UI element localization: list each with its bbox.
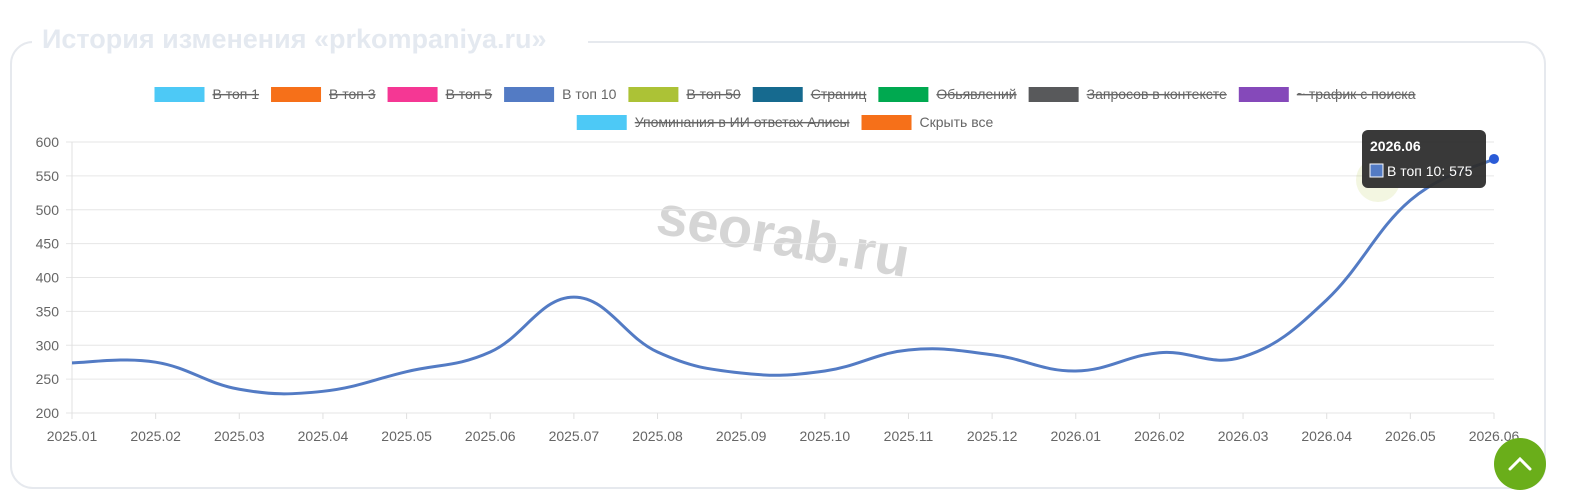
x-tick-label: 2025.08 (632, 428, 683, 444)
legend-label: В топ 50 (686, 86, 741, 102)
series-line (71, 157, 1495, 396)
legend-label: В топ 10 (562, 86, 617, 102)
y-tick-label: 350 (36, 303, 60, 319)
legend-item[interactable]: Страниц (752, 86, 867, 102)
y-tick-label: 450 (36, 236, 60, 252)
y-tick-label: 600 (36, 134, 60, 150)
chart-title: История изменения «prkompaniya.ru» (42, 24, 547, 54)
x-tick-label: 2026.01 (1050, 428, 1101, 444)
legend-item[interactable]: В топ 5 (387, 86, 493, 102)
legend-swatch (861, 115, 912, 130)
tooltip (1362, 130, 1486, 188)
legend-item[interactable]: Обьявлений (878, 86, 1017, 102)
legend-item[interactable]: ~ трафик с поиска (1238, 86, 1416, 102)
x-tick-label: 2025.02 (130, 428, 181, 444)
x-tick-label: 2026.04 (1301, 428, 1352, 444)
y-tick-label: 500 (36, 202, 60, 218)
legend-item[interactable]: В топ 10 (504, 86, 617, 102)
scroll-top-circle (1494, 438, 1546, 490)
y-tick-label: 550 (36, 168, 60, 184)
legend-swatch (387, 87, 438, 102)
x-tick-label: 2025.07 (549, 428, 600, 444)
x-tick-label: 2026.02 (1134, 428, 1185, 444)
x-tick-label: 2025.04 (298, 428, 349, 444)
legend-swatch (878, 87, 929, 102)
legend-swatch (1238, 87, 1289, 102)
x-tick-label: 2026.06 (1469, 428, 1520, 444)
x-tick-label: 2025.03 (214, 428, 265, 444)
legend-label: В топ 1 (213, 86, 260, 102)
legend-item[interactable]: В топ 3 (271, 86, 376, 102)
legend-label: Обьявлений (936, 86, 1016, 102)
tooltip-swatch (1369, 163, 1384, 178)
legend-item[interactable]: В топ 50 (628, 86, 741, 102)
x-tick-label: 2025.06 (465, 428, 516, 444)
legend-label: В топ 5 (446, 86, 493, 102)
scroll-top-icon (1508, 456, 1532, 471)
card (10, 41, 1546, 489)
legend-item[interactable]: В топ 1 (154, 86, 260, 102)
legend-swatch (752, 87, 803, 102)
title-bg (32, 20, 588, 56)
legend-label: Упоминания в ИИ ответах Алисы (635, 114, 850, 130)
y-tick-label: 300 (36, 337, 60, 353)
y-tick-label: 250 (36, 371, 60, 387)
legend-label: Запросов в контексте (1087, 86, 1227, 102)
scroll-top-button[interactable] (1494, 438, 1546, 490)
y-tick-label: 200 (36, 405, 60, 421)
legend-swatch (271, 87, 322, 102)
tooltip-title: 2026.06 (1370, 138, 1421, 154)
legend-swatch (154, 87, 205, 102)
legend-item[interactable]: Запросов в контексте (1028, 86, 1227, 102)
x-tick-label: 2026.05 (1385, 428, 1436, 444)
y-tick-label: 400 (36, 270, 60, 286)
x-tick-label: 2025.12 (967, 428, 1018, 444)
active-point (1489, 153, 1499, 164)
legend-label: Страниц (811, 86, 867, 102)
legend-swatch (504, 87, 555, 102)
legend-label: В топ 3 (329, 86, 376, 102)
x-tick-label: 2025.11 (884, 428, 934, 444)
legend-item[interactable]: Упоминания в ИИ ответах Алисы (576, 114, 850, 130)
legend-label: ~ трафик с поиска (1297, 86, 1416, 102)
x-tick-label: 2025.01 (47, 428, 98, 444)
x-tick-label: 2025.05 (381, 428, 432, 444)
legend-swatch (576, 115, 627, 130)
legend-swatch (1028, 87, 1079, 102)
hide-all-button[interactable]: Скрыть все (861, 114, 994, 130)
tooltip-text: В топ 10: 575 (1387, 163, 1473, 179)
x-tick-label: 2026.03 (1218, 428, 1269, 444)
x-tick-label: 2025.09 (716, 428, 767, 444)
legend-swatch (628, 87, 679, 102)
legend-label: Скрыть все (920, 114, 994, 130)
x-tick-label: 2025.10 (800, 428, 851, 444)
